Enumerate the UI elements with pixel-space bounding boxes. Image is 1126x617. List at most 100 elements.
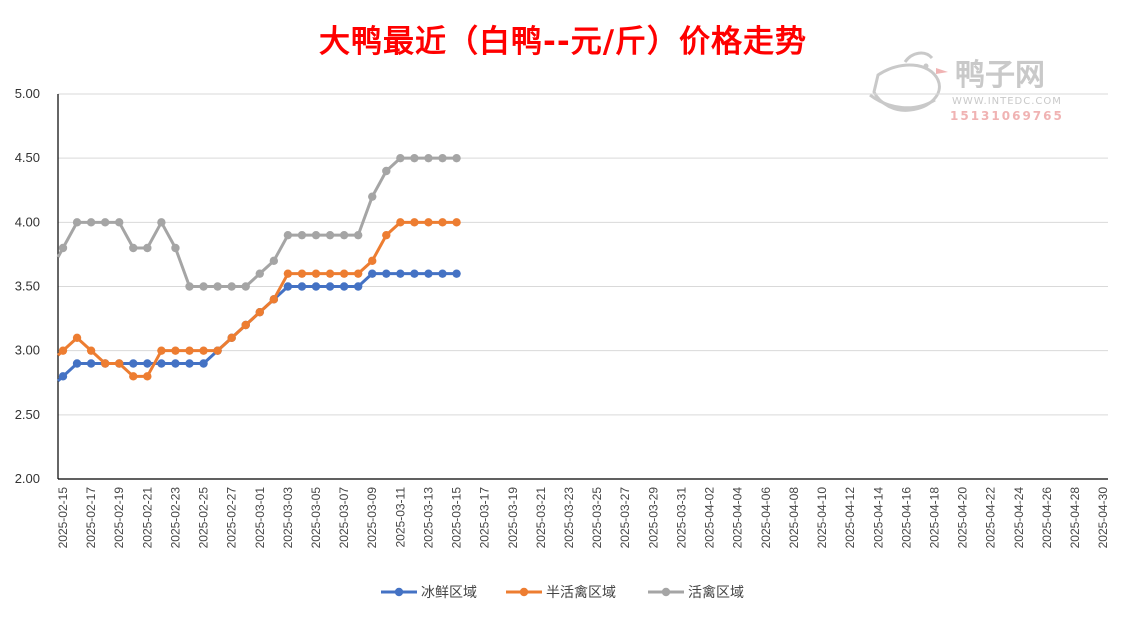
watermark-url: WWW.INTEDC.COM — [952, 96, 1062, 107]
data-point — [171, 243, 180, 253]
data-point — [382, 230, 391, 240]
y-tick-label: 5.00 — [15, 86, 40, 101]
data-point — [368, 256, 377, 266]
data-point — [269, 295, 279, 304]
data-point — [241, 282, 250, 291]
data-point — [86, 346, 96, 355]
x-tick-label: 2025-02-27 — [225, 487, 239, 549]
x-tick-label: 2025-04-26 — [1040, 487, 1054, 549]
watermark-phone: 15131069765 — [950, 109, 1064, 123]
data-point — [72, 333, 82, 343]
x-tick-label: 2025-03-17 — [478, 487, 492, 549]
data-point — [452, 269, 461, 278]
x-tick-label: 2025-02-17 — [84, 487, 98, 549]
data-point — [368, 269, 377, 278]
watermark-logo: 鸭子网 WWW.INTEDC.COM 15131069765 — [869, 51, 1064, 123]
x-tick-label: 2025-02-15 — [56, 487, 70, 549]
data-point — [157, 359, 166, 368]
data-point — [115, 218, 124, 227]
data-point — [325, 230, 335, 240]
data-point — [353, 230, 363, 240]
data-point — [339, 269, 349, 278]
legend-item: 半活禽区域 — [506, 584, 616, 601]
data-point — [100, 359, 110, 368]
data-point — [157, 218, 166, 227]
legend-label: 冰鲜区域 — [421, 585, 477, 601]
x-tick-label: 2025-03-23 — [562, 487, 576, 549]
data-point — [410, 153, 419, 163]
gridlines — [58, 93, 1108, 416]
x-tick-label: 2025-04-02 — [703, 487, 717, 549]
data-point — [311, 282, 321, 291]
data-point — [86, 359, 96, 368]
data-point — [72, 218, 82, 227]
x-tick-label: 2025-03-09 — [365, 487, 379, 549]
data-point — [58, 243, 68, 253]
data-point — [452, 153, 461, 163]
data-point — [241, 320, 250, 330]
data-point — [297, 230, 307, 240]
data-point — [213, 282, 222, 291]
x-tick-label: 2025-02-21 — [140, 487, 154, 549]
data-point — [325, 269, 335, 278]
y-axis-ticks: 2.00 2.50 3.00 3.50 4.00 4.50 5.00 — [15, 86, 40, 486]
y-tick-label: 3.50 — [15, 279, 40, 294]
data-point — [199, 346, 208, 355]
legend-marker — [661, 587, 671, 597]
data-point — [410, 218, 419, 227]
data-point — [185, 359, 194, 368]
legend-marker — [519, 587, 529, 597]
x-axis-ticks: 2025-02-15 2025-02-17 2025-02-19 2025-02-21… — [56, 487, 1110, 549]
x-tick-label: 2025-03-19 — [506, 487, 520, 549]
y-tick-label: 2.50 — [15, 407, 40, 422]
x-tick-label: 2025-04-16 — [899, 487, 913, 549]
x-tick-label: 2025-04-24 — [1012, 487, 1026, 549]
data-point — [143, 243, 152, 253]
series-line — [56, 220, 457, 378]
data-point — [227, 282, 236, 291]
legend-label: 活禽区域 — [688, 584, 744, 601]
x-tick-label: 2025-03-15 — [450, 487, 464, 549]
data-point — [171, 346, 180, 355]
data-point — [396, 218, 405, 227]
legend-item: 冰鲜区域 — [381, 585, 477, 601]
data-point — [283, 269, 293, 278]
data-point — [424, 153, 433, 163]
data-point — [157, 346, 166, 355]
data-point — [452, 218, 461, 227]
data-point — [72, 359, 82, 368]
legend-label: 半活禽区域 — [546, 584, 616, 601]
data-point — [255, 307, 264, 317]
x-tick-label: 2025-04-10 — [815, 487, 829, 549]
data-point — [396, 269, 405, 278]
data-point — [129, 372, 138, 381]
x-tick-label: 2025-04-20 — [956, 487, 970, 549]
data-point — [297, 269, 307, 278]
x-tick-label: 2025-03-29 — [646, 487, 660, 549]
series-lines — [56, 153, 461, 383]
data-point — [129, 359, 138, 368]
chart-title: 大鸭最近（白鸭--元/斤）价格走势 — [318, 24, 808, 60]
x-tick-label: 2025-04-28 — [1068, 487, 1082, 549]
data-point — [283, 230, 293, 240]
data-point — [115, 359, 124, 368]
legend-item: 活禽区域 — [648, 584, 744, 601]
y-tick-label: 4.50 — [15, 150, 40, 165]
x-tick-label: 2025-04-22 — [984, 487, 998, 549]
legend-marker — [394, 587, 404, 597]
data-point — [171, 359, 180, 368]
data-point — [311, 269, 321, 278]
data-point — [58, 372, 68, 381]
data-point — [424, 218, 433, 227]
x-tick-label: 2025-03-11 — [393, 487, 407, 548]
x-tick-label: 2025-02-19 — [112, 487, 126, 549]
data-point — [353, 282, 363, 291]
y-tick-label: 3.00 — [15, 343, 40, 358]
x-tick-label: 2025-03-27 — [618, 487, 632, 549]
axes — [57, 94, 1108, 480]
data-point — [438, 269, 447, 278]
x-tick-label: 2025-03-31 — [674, 487, 688, 549]
data-point — [227, 333, 236, 343]
data-point — [339, 230, 349, 240]
x-tick-label: 2025-03-13 — [421, 487, 435, 549]
